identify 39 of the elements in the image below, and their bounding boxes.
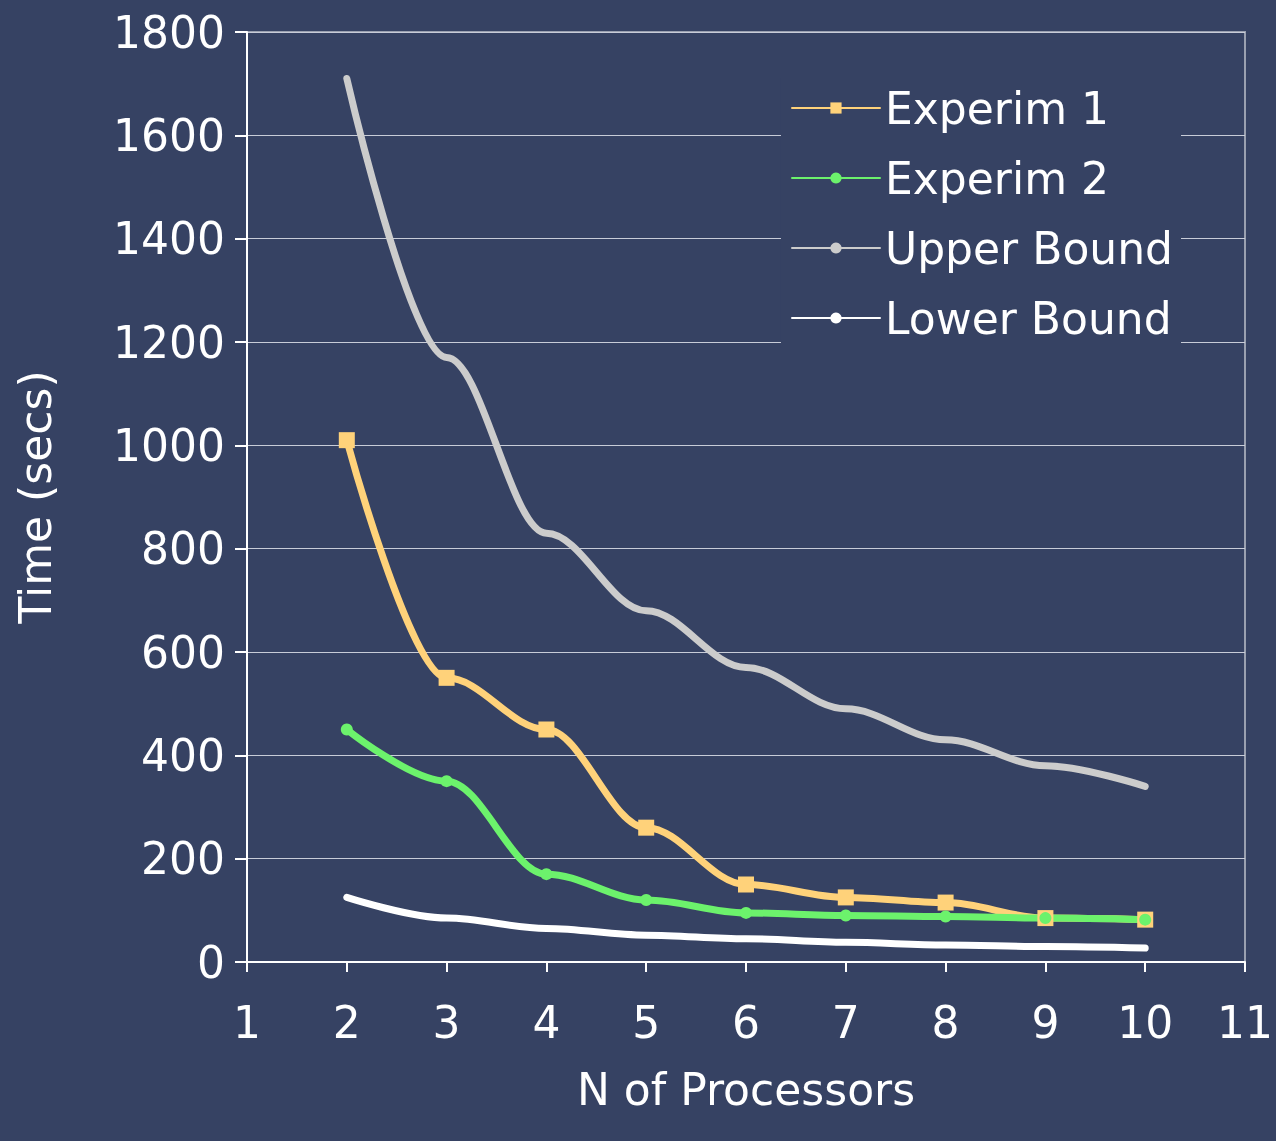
x-tick-label: 1 xyxy=(233,996,261,1048)
point xyxy=(440,775,453,788)
y-tick-label: 800 xyxy=(141,523,225,575)
point xyxy=(638,819,655,836)
y-tick-label: 1200 xyxy=(113,316,225,368)
legend-label: Upper Bound xyxy=(884,222,1174,274)
x-tick-label: 4 xyxy=(532,996,561,1048)
point xyxy=(538,721,555,738)
y-tick-label: 0 xyxy=(197,936,225,988)
point xyxy=(438,669,455,686)
y-tick-label: 400 xyxy=(141,729,225,781)
y-tick-label: 600 xyxy=(141,626,225,678)
point xyxy=(937,894,954,911)
point xyxy=(740,906,752,919)
legend-label: Experim 1 xyxy=(884,82,1109,134)
y-tick-label: 1600 xyxy=(113,109,225,161)
y-tick-label: 1400 xyxy=(113,213,225,265)
x-tick-label: 7 xyxy=(831,996,860,1048)
x-axis-title: N of Processors xyxy=(576,1063,916,1115)
y-axis-title: Time (secs) xyxy=(9,370,61,625)
x-tick-label: 6 xyxy=(732,996,760,1048)
point xyxy=(837,889,854,906)
x-tick-label: 3 xyxy=(432,996,461,1048)
point xyxy=(540,868,553,881)
x-tick-label: 11 xyxy=(1217,996,1274,1048)
point xyxy=(738,876,754,893)
x-tick-label: 8 xyxy=(931,996,960,1048)
x-tick-label: 10 xyxy=(1117,996,1174,1048)
y-tick-label: 1000 xyxy=(113,419,225,471)
y-tick-label: 200 xyxy=(141,833,225,885)
x-tick-label: 5 xyxy=(632,996,661,1048)
point xyxy=(640,894,653,906)
point xyxy=(338,432,355,449)
legend-label: Experim 2 xyxy=(884,152,1109,204)
x-tick-label: 2 xyxy=(332,996,361,1048)
x-tick-label: 9 xyxy=(1031,996,1060,1048)
point xyxy=(340,723,353,736)
legend-label: Lower Bound xyxy=(884,292,1172,344)
y-tick-label: 1800 xyxy=(113,6,225,58)
